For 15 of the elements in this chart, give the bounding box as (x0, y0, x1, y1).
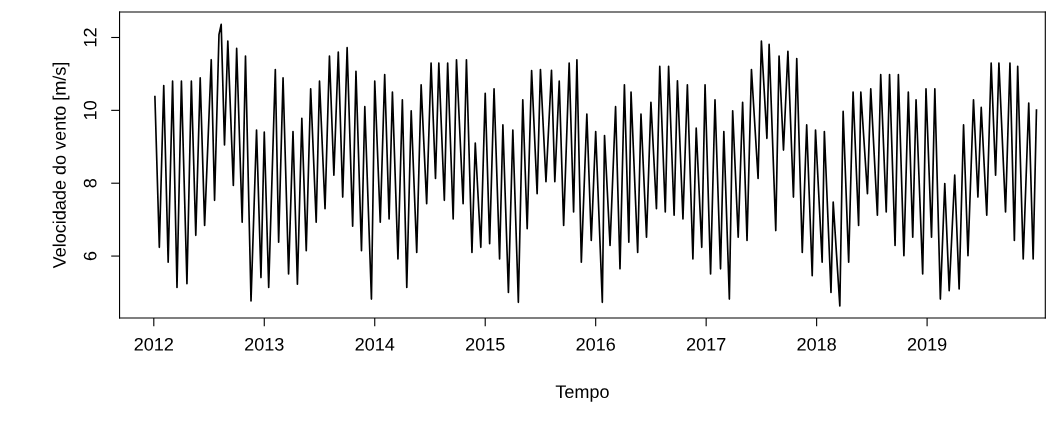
y-tick-label: 6 (83, 251, 97, 261)
x-tick-label: 2015 (466, 337, 505, 351)
y-tick-label: 8 (83, 178, 97, 188)
y-axis-title: Velocidade do vento [m/s] (52, 62, 70, 269)
x-tick-label: 2012 (134, 337, 173, 351)
line-series (154, 23, 1038, 307)
x-tick-label: 2013 (245, 337, 284, 351)
x-axis-title: Tempo (555, 385, 609, 402)
x-tick-label: 2019 (907, 337, 947, 351)
x-tick-label: 2018 (797, 337, 836, 351)
x-tick-label: 2014 (355, 337, 395, 351)
y-tick-label: 12 (83, 28, 97, 47)
x-tick-label: 2016 (576, 337, 615, 351)
y-tick-label: 10 (83, 101, 97, 120)
x-tick-label: 2017 (686, 337, 726, 351)
